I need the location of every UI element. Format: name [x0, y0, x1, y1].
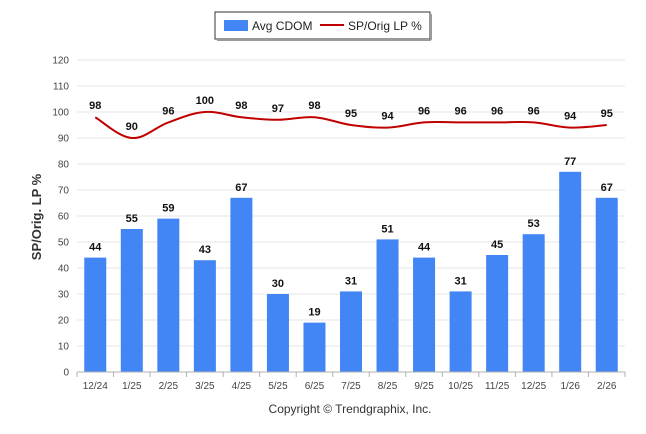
bar-data-label: 19	[308, 307, 320, 319]
legend-bar-swatch	[224, 20, 248, 31]
bar-8/25	[376, 239, 399, 372]
bar-data-label: 59	[162, 203, 174, 215]
y-tick-label-120: 120	[52, 56, 69, 67]
line-data-label: 96	[162, 105, 174, 117]
line-data-label: 97	[272, 103, 284, 115]
y-tick-label-110: 110	[53, 82, 69, 93]
line-data-labels: 98 90 96 100 98 97 98 95 94 96 96 96 96 94 95	[89, 95, 613, 133]
bar-12/24	[84, 257, 107, 372]
bar-7/25	[340, 291, 362, 372]
bar-3/25	[193, 260, 216, 372]
line-data-label: 98	[89, 100, 101, 112]
bar-data-label: 43	[199, 244, 211, 256]
bar-data-label: 44	[418, 242, 431, 254]
bar-data-label: 31	[345, 275, 357, 287]
line-data-label: 96	[528, 105, 540, 117]
line-data-label: 94	[564, 111, 577, 123]
y-tick-label-100: 100	[52, 108, 69, 119]
y-tick-label-60: 60	[58, 212, 70, 223]
y-tick-label-50: 50	[58, 238, 70, 249]
legend[interactable]: Avg CDOM SP/Orig LP %	[214, 11, 432, 41]
x-tick-label: 11/25	[485, 381, 510, 392]
line-data-label: 96	[418, 105, 430, 117]
line-data-label: 95	[601, 108, 613, 120]
y-axis-label: SP/Orig. LP %	[29, 173, 44, 260]
bar-data-label: 30	[272, 278, 284, 290]
x-tick-label: 12/24	[83, 381, 108, 392]
x-axis-ticks: 12/24 1/25 2/25 3/25 4/25 5/25 6/25 7/25 8/25 9/2…	[76, 372, 626, 392]
bar-data-label: 55	[126, 213, 138, 225]
legend-label-avg-cdom[interactable]: Avg CDOM	[252, 19, 312, 33]
line-data-label: 98	[235, 100, 247, 112]
bar-data-label: 44	[89, 242, 102, 254]
line-data-label: 94	[381, 111, 394, 123]
y-axis-ticks: 0 10 20 30 40 50 60 70 80 90 100 110 120	[52, 56, 69, 379]
bar-data-label: 51	[381, 223, 393, 235]
bar-data-labels: 44 55 59 43 67 30 19 31 51 44 31 45 53 77 67	[89, 156, 613, 319]
bar-2/25	[157, 218, 180, 372]
line-data-label: 90	[126, 121, 138, 133]
y-tick-label-20: 20	[58, 316, 70, 327]
bar-data-label: 67	[601, 182, 613, 194]
bar-data-label: 53	[528, 218, 540, 230]
x-tick-label: 3/25	[195, 381, 215, 392]
line-data-label: 100	[196, 95, 214, 107]
legend-label-sp-orig-lp[interactable]: SP/Orig LP %	[348, 19, 422, 33]
y-tick-label-30: 30	[58, 290, 70, 301]
bar-12/25	[522, 234, 545, 372]
bar-data-label: 77	[564, 156, 576, 168]
bar-data-label: 31	[454, 275, 466, 287]
bar-10/25	[449, 291, 472, 372]
line-data-label: 95	[345, 108, 357, 120]
line-data-label: 96	[454, 105, 466, 117]
x-tick-label: 1/26	[560, 381, 580, 392]
x-tick-label: 12/25	[521, 381, 546, 392]
x-tick-label: 6/25	[305, 381, 325, 392]
x-tick-label: 7/25	[341, 381, 361, 392]
bar-9/25	[413, 257, 436, 372]
bar-5/25	[266, 294, 289, 372]
bar-6/25	[303, 322, 326, 372]
bar-4/25	[230, 197, 253, 372]
line-data-label: 96	[491, 105, 503, 117]
x-tick-label: 9/25	[414, 381, 434, 392]
bar-data-label: 45	[491, 239, 503, 251]
y-tick-label-70: 70	[58, 186, 70, 197]
x-tick-label: 2/25	[159, 381, 179, 392]
bar-2/26	[595, 197, 618, 372]
bar-data-label: 67	[235, 182, 247, 194]
line-series-sp-orig-lp	[94, 110, 607, 140]
copyright-footer: Copyright © Trendgraphix, Inc.	[269, 402, 432, 416]
x-tick-label: 1/25	[122, 381, 142, 392]
x-tick-label: 10/25	[448, 381, 473, 392]
x-tick-label: 5/25	[268, 381, 288, 392]
y-tick-label-40: 40	[58, 264, 70, 275]
line-data-label: 98	[308, 100, 320, 112]
bar-1/26	[559, 171, 582, 372]
bar-11/25	[486, 255, 509, 372]
bar-1/25	[120, 229, 143, 372]
y-tick-label-10: 10	[58, 342, 70, 353]
x-tick-label: 2/26	[597, 381, 617, 392]
x-tick-label: 8/25	[378, 381, 398, 392]
y-tick-label-80: 80	[58, 160, 70, 171]
x-tick-label: 4/25	[232, 381, 252, 392]
y-tick-label-0: 0	[63, 368, 69, 379]
bar-series-avg-cdom	[84, 171, 618, 372]
y-tick-label-90: 90	[58, 134, 70, 145]
